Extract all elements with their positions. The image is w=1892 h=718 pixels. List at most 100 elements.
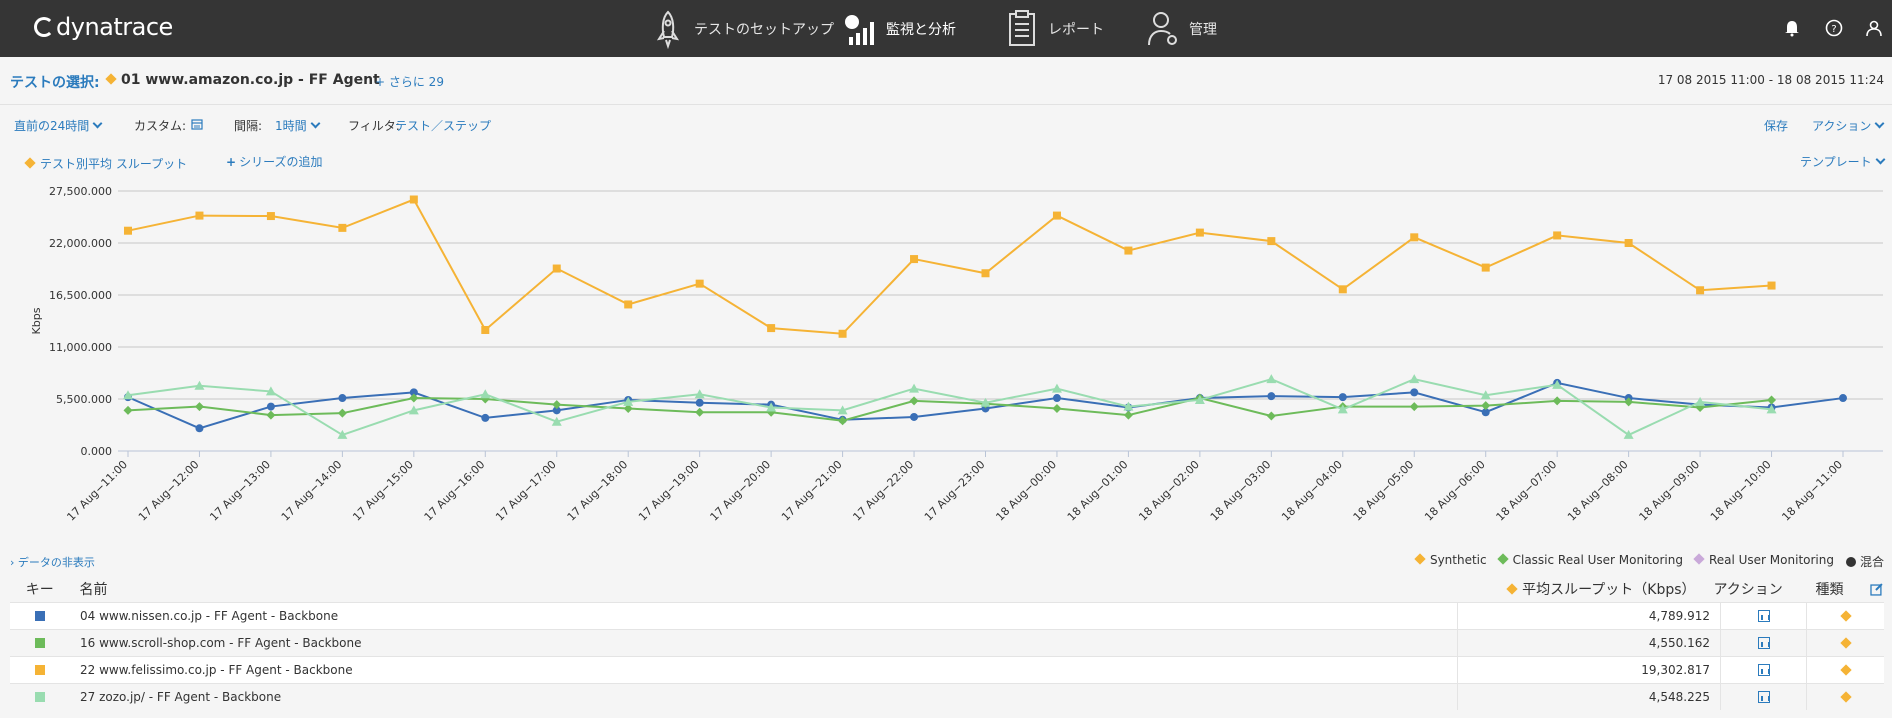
data-point[interactable] <box>1695 396 1706 406</box>
data-point[interactable] <box>1481 401 1491 411</box>
data-point[interactable] <box>1552 379 1563 389</box>
data-point[interactable] <box>1766 404 1777 414</box>
calendar-icon[interactable] <box>191 118 203 130</box>
nav-report[interactable]: レポート <box>1004 0 1104 57</box>
table-row[interactable]: 27 zozo.jp/ - FF Agent - Backbone 4,548.2… <box>10 683 1884 710</box>
data-point[interactable] <box>1052 211 1061 220</box>
col-name[interactable]: 名前 <box>79 582 108 598</box>
data-point[interactable] <box>1124 246 1133 255</box>
data-point[interactable] <box>838 416 848 426</box>
nav-monitor-analyze[interactable]: 監視と分析 <box>842 0 956 57</box>
table-row[interactable]: 22 www.felissimo.co.jp - FF Agent - Back… <box>10 656 1884 683</box>
data-point[interactable] <box>910 255 919 264</box>
data-point[interactable] <box>1767 395 1777 405</box>
data-point[interactable] <box>837 405 848 415</box>
data-point[interactable] <box>1266 411 1276 421</box>
data-point[interactable] <box>1338 393 1347 402</box>
data-point[interactable] <box>124 226 132 235</box>
data-point[interactable] <box>767 324 776 333</box>
data-point[interactable] <box>265 386 276 396</box>
range-dropdown[interactable]: 直前の24時間 <box>14 117 103 134</box>
data-point[interactable] <box>481 325 490 334</box>
data-point[interactable] <box>1052 403 1062 413</box>
table-row[interactable]: 04 www.nissen.co.jp - FF Agent - Backbon… <box>10 602 1884 629</box>
data-point[interactable] <box>194 380 205 390</box>
data-point[interactable] <box>409 393 419 403</box>
interval-dropdown[interactable]: 1時間 <box>275 117 321 134</box>
chart-action-icon[interactable] <box>1757 637 1770 649</box>
filter-test-step-link[interactable]: テスト／ステップ <box>395 119 492 133</box>
data-point[interactable] <box>1266 374 1277 384</box>
data-point[interactable] <box>552 264 561 273</box>
data-point[interactable] <box>980 397 991 407</box>
data-point[interactable] <box>266 212 275 221</box>
table-row[interactable]: 16 www.scroll-shop.com - FF Agent - Back… <box>10 629 1884 656</box>
data-point[interactable] <box>123 390 133 400</box>
action-dropdown[interactable]: アクション <box>1812 117 1885 134</box>
data-point[interactable] <box>1410 233 1419 242</box>
data-point[interactable] <box>910 412 919 421</box>
data-point[interactable] <box>1553 231 1562 240</box>
data-point[interactable] <box>552 406 561 415</box>
throughput-line-chart[interactable]: 0.000 5,500.000 11,000.000 16,500.000 22,000… <box>0 180 1892 552</box>
legend-item-rum[interactable]: Real User Monitoring <box>1693 553 1834 570</box>
data-point[interactable] <box>1696 286 1705 295</box>
selected-test[interactable]: 01 www.amazon.co.jp - FF Agent <box>105 72 380 88</box>
data-point[interactable] <box>409 195 418 204</box>
data-point[interactable] <box>981 269 990 278</box>
data-point[interactable] <box>838 329 847 338</box>
data-point[interactable] <box>552 400 562 410</box>
data-point[interactable] <box>1194 394 1205 404</box>
data-point[interactable] <box>909 383 920 393</box>
data-point[interactable] <box>1552 396 1562 406</box>
legend-item-classic-rum[interactable]: Classic Real User Monitoring <box>1496 553 1683 570</box>
data-point[interactable] <box>1051 383 1062 393</box>
legend-item-synthetic[interactable]: Synthetic <box>1414 553 1487 570</box>
data-point[interactable] <box>1267 237 1276 246</box>
data-point[interactable] <box>338 223 347 232</box>
data-point[interactable] <box>1409 374 1420 384</box>
data-point[interactable] <box>695 407 705 417</box>
data-point[interactable] <box>1409 402 1419 412</box>
data-point[interactable] <box>337 429 348 439</box>
add-series-button[interactable]: + シリーズの追加 <box>226 153 322 170</box>
data-point[interactable] <box>694 389 705 399</box>
data-point[interactable] <box>123 405 133 415</box>
data-point[interactable] <box>337 408 347 418</box>
data-point[interactable] <box>1123 401 1134 411</box>
chart-action-icon[interactable] <box>1757 610 1770 622</box>
data-point[interactable] <box>1480 390 1491 400</box>
data-point[interactable] <box>1410 388 1419 397</box>
save-button[interactable]: 保存 <box>1764 119 1789 133</box>
data-point[interactable] <box>1839 394 1847 403</box>
help-icon[interactable]: ? <box>1824 18 1844 38</box>
series-selector[interactable]: テスト別平均 スループット <box>24 155 187 172</box>
data-point[interactable] <box>408 405 419 415</box>
data-point[interactable] <box>1624 239 1633 247</box>
data-point[interactable] <box>1267 392 1276 401</box>
data-point[interactable] <box>481 413 490 422</box>
data-point[interactable] <box>695 279 704 288</box>
data-point[interactable] <box>1337 404 1348 414</box>
data-point[interactable] <box>1624 397 1634 407</box>
data-point[interactable] <box>480 389 491 399</box>
chart-action-icon[interactable] <box>1757 691 1770 703</box>
data-point[interactable] <box>624 300 633 309</box>
data-point[interactable] <box>623 396 634 406</box>
user-icon[interactable] <box>1864 18 1884 38</box>
hide-data-link[interactable]: › データの非表示 <box>10 556 95 569</box>
more-tests-link[interactable]: + さらに 29 <box>375 75 444 89</box>
data-point[interactable] <box>409 388 418 397</box>
edit-icon[interactable] <box>1870 582 1884 596</box>
data-point[interactable] <box>194 402 204 412</box>
bell-icon[interactable] <box>1782 18 1802 38</box>
data-point[interactable] <box>1338 285 1347 294</box>
data-point[interactable] <box>1123 410 1133 420</box>
dynatrace-logo[interactable]: dynatrace <box>34 13 173 41</box>
data-point[interactable] <box>266 402 275 411</box>
data-point[interactable] <box>1195 228 1204 237</box>
data-point[interactable] <box>266 410 276 420</box>
data-point[interactable] <box>909 396 919 406</box>
data-point[interactable] <box>1481 263 1490 272</box>
legend-item-mixed[interactable]: 混合 <box>1845 553 1884 570</box>
